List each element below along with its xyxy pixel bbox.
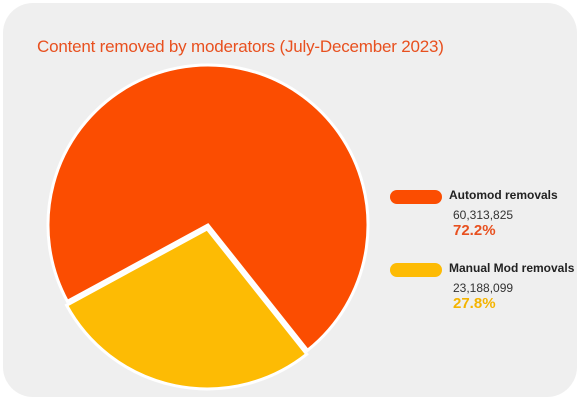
slice-automod-removals: [46, 63, 370, 353]
legend-percent-manual: 27.8%: [453, 295, 496, 312]
legend-swatch-manual: [390, 263, 442, 277]
legend-label-manual: Manual Mod removals: [449, 261, 575, 275]
legend-count-automod: 60,313,825: [453, 208, 514, 222]
legend-percent-automod: 72.2%: [453, 222, 496, 239]
chart-title: Content removed by moderators (July-Dece…: [37, 37, 444, 56]
chart-card: Content removed by moderators (July-Dece…: [3, 3, 577, 397]
slice-manual-mod-removals: [64, 226, 309, 391]
legend-swatch-automod: [390, 190, 442, 204]
legend-count-manual: 23,188,099: [453, 281, 514, 295]
pie-chart: [46, 63, 370, 391]
legend-label-automod: Automod removals: [449, 188, 558, 202]
